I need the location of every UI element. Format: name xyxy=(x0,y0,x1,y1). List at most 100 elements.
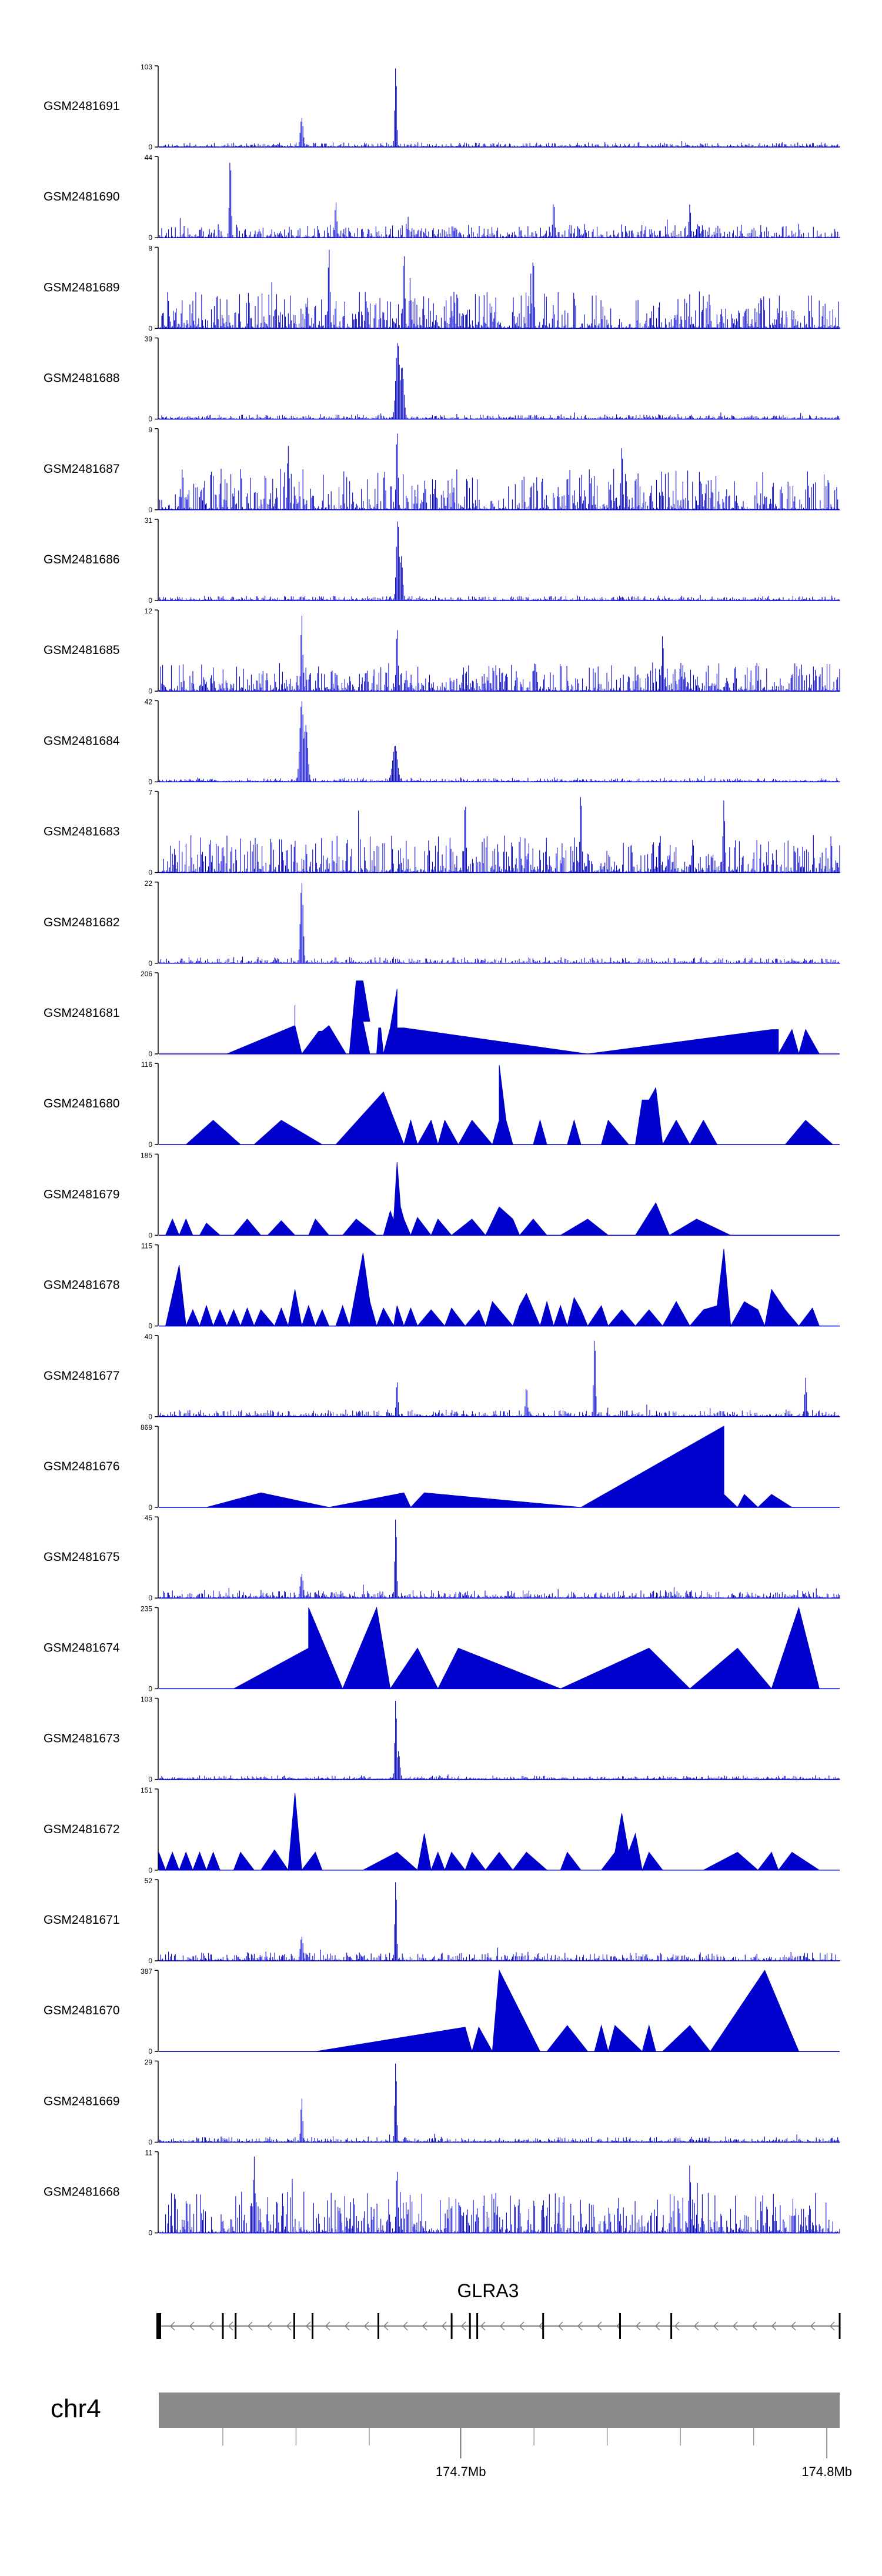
track-label: GSM2481678 xyxy=(44,1279,120,1292)
signal-area xyxy=(315,1969,800,2053)
y-min-label: 0 xyxy=(148,869,152,877)
y-max-label: 103 xyxy=(141,1696,152,1704)
y-max-label: 40 xyxy=(145,1333,153,1341)
signal-area xyxy=(158,2156,840,2234)
track-label: GSM2481684 xyxy=(44,734,120,748)
y-min-label: 0 xyxy=(148,1594,152,1602)
track-label: GSM2481677 xyxy=(44,1369,120,1383)
chromosome-band xyxy=(159,2393,840,2428)
signal-area xyxy=(158,433,840,510)
exon xyxy=(450,2313,453,2339)
strand-arrow xyxy=(189,2321,195,2331)
track-GSM2481680: GSM2481680 116 0 xyxy=(44,1060,840,1149)
y-max-label: 7 xyxy=(148,789,152,797)
strand-arrow xyxy=(577,2321,583,2331)
y-min-label: 0 xyxy=(148,1503,152,1511)
strand-arrow xyxy=(733,2321,738,2331)
track-label: GSM2481687 xyxy=(44,462,120,476)
y-min-label: 0 xyxy=(148,506,152,514)
y-max-label: 29 xyxy=(145,2058,153,2066)
track-label: GSM2481691 xyxy=(44,99,120,113)
signal-area xyxy=(158,2063,840,2143)
signal-area xyxy=(158,1340,840,1417)
exon xyxy=(476,2313,479,2339)
signal-tracks: GSM24816911030GSM2481690440GSM248168980G… xyxy=(44,63,840,2237)
strand-arrow xyxy=(830,2321,835,2331)
chrom-tick-label: 174.8Mb xyxy=(801,2464,852,2479)
signal-area xyxy=(158,249,840,329)
signal-area xyxy=(185,1065,834,1146)
track-label: GSM2481686 xyxy=(44,553,120,566)
exon xyxy=(156,2313,161,2339)
strand-arrow xyxy=(771,2321,777,2331)
chromosome-name: chr4 xyxy=(51,2394,101,2423)
signal-area xyxy=(165,1162,772,1236)
exon xyxy=(235,2313,237,2339)
strand-arrow xyxy=(480,2321,486,2331)
track-label: GSM2481674 xyxy=(44,1641,120,1654)
track-GSM2481678: GSM2481678 115 0 xyxy=(44,1242,840,1330)
strand-arrow xyxy=(345,2321,350,2331)
gene-track: GLRA3 xyxy=(156,2280,841,2339)
track-GSM2481688: GSM2481688 39 0 xyxy=(44,335,840,423)
y-max-label: 151 xyxy=(141,1786,152,1794)
y-min-label: 0 xyxy=(148,1957,152,1965)
signal-area xyxy=(158,797,840,873)
track-GSM2481677: GSM2481677 40 0 xyxy=(44,1333,840,1421)
strand-arrow xyxy=(422,2321,427,2331)
strand-arrow xyxy=(403,2321,408,2331)
y-max-label: 206 xyxy=(141,970,152,978)
track-label: GSM2481669 xyxy=(44,2094,120,2108)
strand-arrow xyxy=(713,2321,719,2331)
track-GSM2481682: GSM2481682 22 0 xyxy=(44,879,840,967)
gene-name: GLRA3 xyxy=(457,2280,519,2301)
signal-area xyxy=(158,1519,840,1599)
strand-arrow xyxy=(636,2321,641,2331)
strand-arrow xyxy=(248,2321,253,2331)
y-max-label: 103 xyxy=(141,63,152,71)
y-max-label: 869 xyxy=(141,1423,152,1432)
y-min-label: 0 xyxy=(148,1231,152,1239)
exon xyxy=(377,2313,379,2339)
track-label: GSM2481680 xyxy=(44,1097,120,1110)
track-GSM2481674: GSM2481674 235 0 xyxy=(44,1604,840,1693)
strand-arrow xyxy=(364,2321,369,2331)
y-min-label: 0 xyxy=(148,415,152,423)
exon xyxy=(838,2313,841,2339)
strand-arrow xyxy=(170,2321,175,2331)
exon xyxy=(312,2313,313,2339)
track-label: GSM2481672 xyxy=(44,1823,120,1836)
track-GSM2481676: GSM2481676 869 0 xyxy=(44,1423,840,1511)
track-label: GSM2481676 xyxy=(44,1460,120,1473)
track-label: GSM2481688 xyxy=(44,372,120,385)
track-GSM2481669: GSM2481669 29 0 xyxy=(44,2058,840,2146)
track-label: GSM2481683 xyxy=(44,825,120,839)
y-min-label: 0 xyxy=(148,1413,152,1421)
exon xyxy=(293,2313,295,2339)
strand-arrow xyxy=(325,2321,330,2331)
y-max-label: 115 xyxy=(141,1242,152,1250)
track-label: GSM2481681 xyxy=(44,1006,120,1020)
track-GSM2481679: GSM2481679 185 0 xyxy=(44,1151,840,1239)
strand-arrow xyxy=(383,2321,389,2331)
track-GSM2481691: GSM2481691 103 0 xyxy=(44,63,840,151)
track-GSM2481684: GSM2481684 42 0 xyxy=(44,698,840,786)
y-max-label: 235 xyxy=(141,1604,152,1613)
strand-arrow xyxy=(519,2321,524,2331)
signal-area xyxy=(158,883,840,964)
track-GSM2481683: GSM2481683 7 0 xyxy=(44,789,840,877)
exon xyxy=(670,2313,673,2339)
y-min-label: 0 xyxy=(148,324,152,332)
strand-arrow xyxy=(461,2321,466,2331)
y-max-label: 8 xyxy=(148,244,152,252)
y-min-label: 0 xyxy=(148,233,152,242)
y-max-label: 387 xyxy=(141,1967,152,1976)
strand-arrow xyxy=(752,2321,757,2331)
signal-area xyxy=(158,701,840,782)
exon xyxy=(619,2313,621,2339)
y-max-label: 52 xyxy=(145,1877,153,1885)
y-max-label: 22 xyxy=(145,879,153,887)
strand-arrow xyxy=(791,2321,796,2331)
y-max-label: 116 xyxy=(141,1060,152,1069)
exon xyxy=(222,2313,224,2339)
